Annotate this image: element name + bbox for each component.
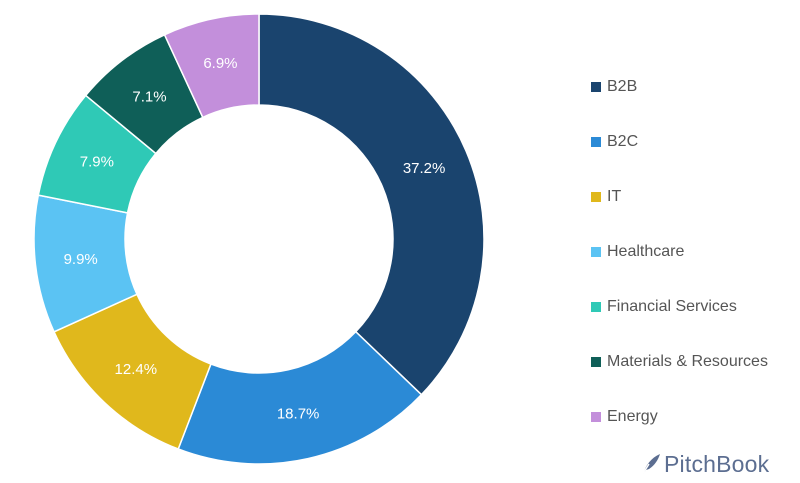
legend-label: Materials & Resources bbox=[607, 353, 768, 370]
data-label-healthcare: 9.9% bbox=[64, 251, 98, 268]
legend-label: IT bbox=[607, 188, 622, 205]
data-label-it: 12.4% bbox=[115, 361, 158, 378]
slice-b2c bbox=[177, 330, 423, 465]
legend-item-healthcare: Healthcare bbox=[591, 242, 796, 262]
slice-labels: 37.2% 18.7% 12.4% 9.9% 7.9% 7.1% 6.9% bbox=[64, 55, 446, 422]
data-label-b2b: 37.2% bbox=[403, 160, 446, 177]
legend-label: B2C bbox=[607, 133, 639, 150]
data-label-energy: 6.9% bbox=[203, 55, 237, 72]
legend-swatch bbox=[591, 82, 601, 92]
legend-swatch bbox=[591, 247, 601, 257]
legend-label: Healthcare bbox=[607, 243, 685, 260]
legend-item-b2c: B2C bbox=[591, 132, 796, 152]
legend-item-materials-and-resources: Materials & Resources bbox=[591, 352, 796, 372]
legend-item-financial-services: Financial Services bbox=[591, 297, 796, 317]
chart-legend: B2B B2C IT Healthcare Financial Services Mate… bbox=[591, 77, 796, 462]
legend-swatch bbox=[591, 412, 601, 422]
data-label-b2c: 18.7% bbox=[277, 406, 320, 423]
legend-label: Financial Services bbox=[607, 298, 737, 315]
slice-energy bbox=[163, 13, 260, 119]
data-label-materials-and-resources: 7.1% bbox=[132, 88, 166, 105]
brand-name: PitchBook bbox=[664, 450, 770, 477]
slice-b2b bbox=[258, 13, 485, 396]
legend-swatch bbox=[591, 357, 601, 367]
legend-swatch bbox=[591, 137, 601, 147]
legend-item-energy: Energy bbox=[591, 407, 796, 427]
legend-item-b2b: B2B bbox=[591, 77, 796, 97]
data-label-financial-services: 7.9% bbox=[80, 153, 114, 170]
pitchbook-logo: PitchBook bbox=[640, 449, 769, 479]
legend-item-it: IT bbox=[591, 187, 796, 207]
pitchbook-feather-icon bbox=[641, 454, 660, 476]
legend-label: B2B bbox=[607, 78, 638, 95]
donut-slices bbox=[33, 13, 485, 465]
legend-label: Energy bbox=[607, 408, 658, 425]
legend-swatch bbox=[591, 302, 601, 312]
legend-swatch bbox=[591, 192, 601, 202]
